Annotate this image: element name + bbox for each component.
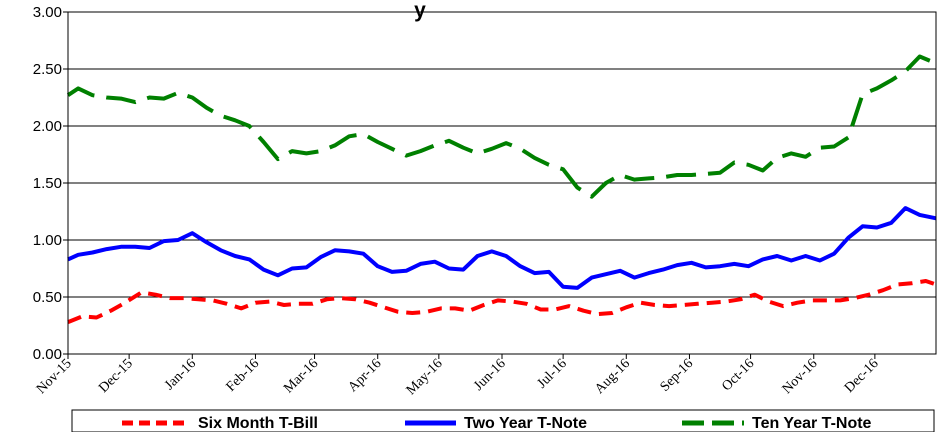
x-tick-label: Oct-16 xyxy=(719,356,757,394)
y-tick-label: 2.50 xyxy=(33,61,62,78)
x-tick-label: Nov-16 xyxy=(780,356,821,397)
y-tick-label: 3.00 xyxy=(33,4,62,21)
plot-area-border xyxy=(67,11,937,355)
x-tick-label: Aug-16 xyxy=(592,356,633,397)
x-tick-label: Jan-16 xyxy=(162,356,199,393)
y-tick-label: 0.50 xyxy=(33,289,62,306)
x-tick-label: Dec-16 xyxy=(842,356,882,396)
series-lines xyxy=(66,54,937,324)
series-line-1 xyxy=(67,206,937,290)
x-tick-label: Apr-16 xyxy=(346,356,385,395)
legend-label-1: Two Year T-Note xyxy=(464,415,587,432)
x-axis-ticks: Nov-15 Dec-15 Jan-16 Feb-16 Mar-16 Apr-16 May-… xyxy=(34,354,882,398)
x-tick-label: Dec-15 xyxy=(96,356,136,396)
y-tick-label: 1.50 xyxy=(33,175,62,192)
y-tick-label: 1.00 xyxy=(33,232,62,249)
legend-box xyxy=(71,409,935,432)
series-line-2 xyxy=(66,54,937,199)
legend-label-2: Ten Year T-Note xyxy=(752,415,872,432)
y-tick-label: 2.00 xyxy=(33,118,62,135)
x-tick-label: Sep-16 xyxy=(658,356,697,395)
gridlines xyxy=(68,68,936,298)
x-tick-label: Feb-16 xyxy=(224,356,263,395)
x-tick-label: Mar-16 xyxy=(281,356,321,396)
legend: Six Month T-Bill Two Year T-Note Ten Year … xyxy=(71,409,935,432)
chart-title: y xyxy=(414,0,426,22)
series-line-0 xyxy=(67,279,937,324)
x-tick-label: May-16 xyxy=(404,356,446,398)
x-tick-label: Jun-16 xyxy=(471,356,509,394)
y-axis-ticks: 0.00 0.50 1.00 1.50 2.00 2.50 3.00 xyxy=(33,4,68,363)
x-tick-label: Jul-16 xyxy=(535,356,570,391)
y-tick-label: 0.00 xyxy=(33,346,62,363)
legend-label-0: Six Month T-Bill xyxy=(198,415,318,432)
